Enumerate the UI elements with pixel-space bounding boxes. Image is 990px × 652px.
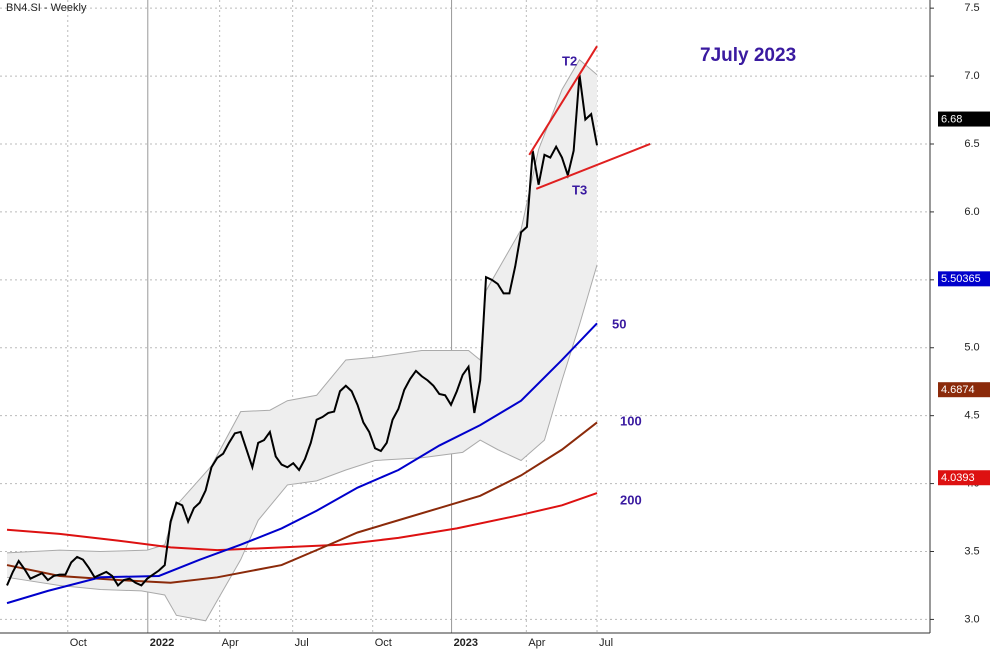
- y-tick-label: 4.5: [964, 410, 979, 422]
- date-annotation: 7July 2023: [700, 45, 796, 66]
- y-tick-label: 7.0: [964, 70, 979, 82]
- x-tick-label: Jul: [295, 637, 309, 649]
- price-tag: [938, 382, 990, 398]
- series-line: [6, 492, 598, 552]
- ma100-label: 100: [620, 413, 642, 428]
- x-tick-label: Apr: [222, 637, 239, 649]
- trendline: [535, 143, 651, 190]
- series-line: [6, 421, 598, 584]
- trendline: [528, 45, 598, 156]
- ma200-label: 200: [620, 492, 642, 507]
- price-tag-label: 4.0393: [941, 472, 975, 484]
- price-tag: [938, 470, 990, 486]
- x-tick-label: Jul: [599, 637, 613, 649]
- series-line: [6, 74, 599, 588]
- price-tag-label: 5.50365: [941, 273, 981, 285]
- y-tick-label: 6.0: [964, 206, 979, 218]
- ma50-label: 50: [612, 316, 626, 331]
- t3-annotation: T3: [572, 182, 587, 197]
- price-tag-label: 6.68: [941, 113, 962, 125]
- price-tag-label: 4.6874: [941, 384, 975, 396]
- x-tick-label: Oct: [70, 637, 87, 649]
- t2-annotation: T2: [562, 53, 577, 68]
- series-line: [6, 264, 598, 622]
- price-tag: [938, 271, 990, 287]
- chart-title: BN4.SI - Weekly: [6, 2, 87, 14]
- y-tick-label: 6.5: [964, 138, 979, 150]
- x-tick-label: Apr: [528, 637, 545, 649]
- x-tick-label: 2022: [150, 637, 174, 649]
- band-fill: [7, 59, 598, 621]
- y-tick-label: 3.5: [964, 545, 979, 557]
- y-tick-label: 7.5: [964, 2, 979, 14]
- y-tick-label: 3.0: [964, 613, 979, 625]
- x-tick-label: Oct: [375, 637, 392, 649]
- series-line: [6, 322, 598, 605]
- y-tick-label: 5.0: [964, 342, 979, 354]
- price-tag: [938, 111, 990, 127]
- x-tick-label: 2023: [454, 637, 478, 649]
